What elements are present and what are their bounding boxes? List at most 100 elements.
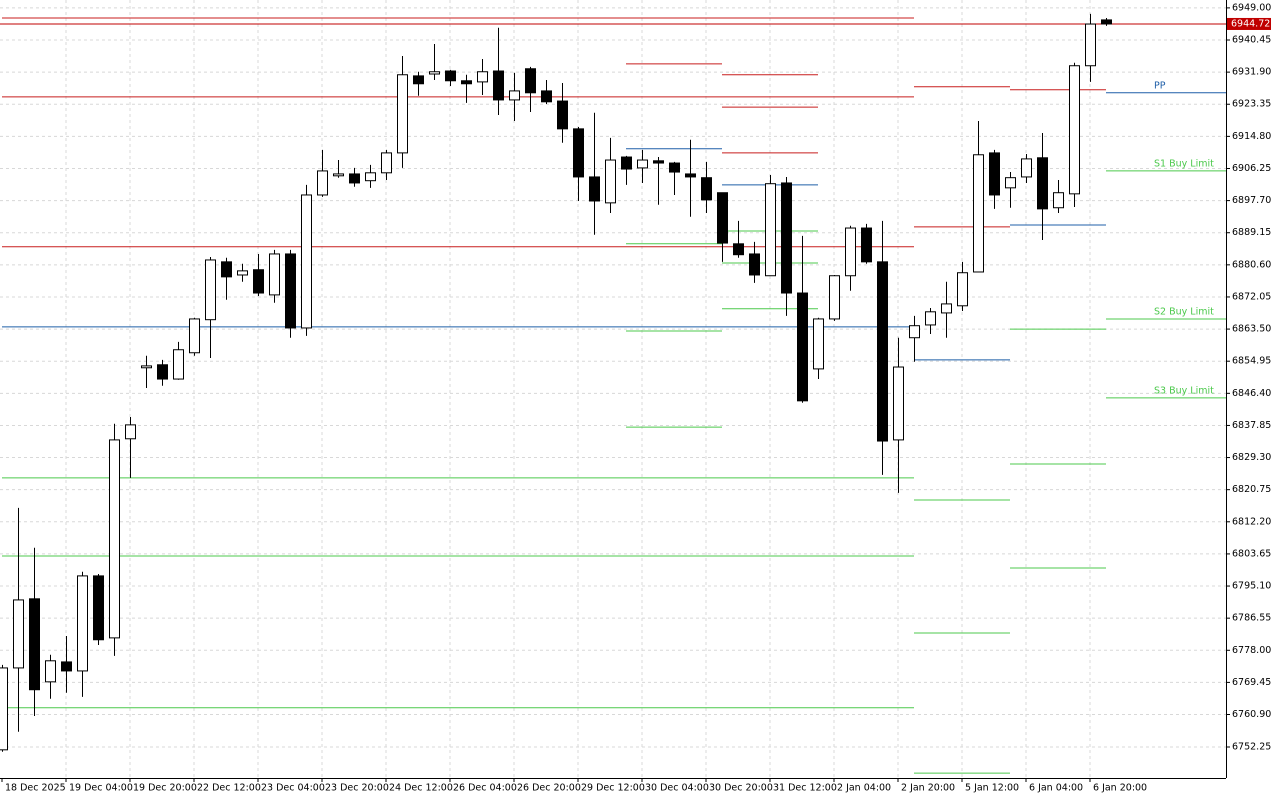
y-tick-label: 6812.20 — [1232, 516, 1271, 527]
candle-body — [1101, 19, 1112, 25]
x-tick-label: 24 Dec 12:00 — [389, 783, 453, 794]
candle-body — [253, 269, 264, 294]
candle-body — [797, 292, 808, 402]
candle-body — [317, 170, 328, 196]
y-tick-label: 6837.85 — [1232, 420, 1271, 431]
x-tick-label: 23 Dec 04:00 — [261, 783, 325, 794]
candle-body — [509, 90, 520, 101]
y-tick-label: 6931.90 — [1232, 67, 1271, 78]
x-tick-label: 18 Dec 2025 — [5, 783, 66, 794]
candle-body — [301, 194, 312, 329]
candle-body — [877, 261, 888, 442]
candle-body — [749, 253, 760, 276]
candle-body — [1085, 23, 1096, 67]
candle-body — [957, 272, 968, 307]
candle-body — [621, 156, 632, 170]
candle-body — [333, 173, 344, 177]
candle-body — [45, 660, 56, 683]
candle-body — [541, 90, 552, 103]
candle-body — [173, 349, 184, 380]
x-tick-label: 2 Jan 20:00 — [901, 783, 955, 794]
y-tick-label: 6752.25 — [1232, 742, 1271, 753]
y-tick-label: 6846.40 — [1232, 388, 1271, 399]
candle-body — [381, 152, 392, 174]
candle-body — [525, 68, 536, 94]
candle-body — [477, 71, 488, 83]
candle-body — [221, 261, 232, 278]
x-tick-label: 23 Dec 20:00 — [325, 783, 389, 794]
candle-body — [941, 303, 952, 314]
candle-body — [573, 128, 584, 178]
x-tick-label: 6 Jan 04:00 — [1029, 783, 1083, 794]
level-label: PP — [1154, 80, 1166, 91]
candle-body — [141, 365, 152, 369]
candle-body — [717, 192, 728, 244]
candle-body — [445, 70, 456, 82]
y-tick-label: 6880.60 — [1232, 259, 1271, 270]
candle-body — [349, 173, 360, 184]
candle-body — [125, 424, 136, 440]
candle-body — [925, 311, 936, 326]
candle-body — [365, 172, 376, 182]
candle-body — [493, 70, 504, 101]
candle-body — [653, 160, 664, 164]
candle-body — [109, 439, 120, 639]
x-tick-label: 2 Jan 04:00 — [837, 783, 891, 794]
x-tick-label: 26 Dec 04:00 — [453, 783, 517, 794]
y-tick-label: 6778.00 — [1232, 645, 1271, 656]
x-tick-label: 19 Dec 04:00 — [69, 783, 133, 794]
x-tick-label: 29 Dec 12:00 — [581, 783, 645, 794]
candle-body — [1053, 192, 1064, 209]
candle-body — [989, 152, 1000, 196]
y-tick-label: 6889.15 — [1232, 227, 1271, 238]
level-label: S1 Buy Limit — [1154, 158, 1214, 169]
y-tick-label: 6872.05 — [1232, 291, 1271, 302]
x-tick-label: 30 Dec 04:00 — [645, 783, 709, 794]
candle-body — [1069, 65, 1080, 195]
candle-body — [845, 227, 856, 277]
candle-body — [205, 259, 216, 321]
candle-body — [909, 325, 920, 339]
x-tick-label: 30 Dec 20:00 — [709, 783, 773, 794]
candle-body — [829, 275, 840, 320]
level-label: S3 Buy Limit — [1154, 385, 1214, 396]
candle-body — [77, 575, 88, 672]
levels: PP S1 Buy Limit S2 Buy Limit S3 Buy Limit — [0, 17, 1226, 774]
candle-body — [29, 598, 40, 691]
y-tick-label: 6829.30 — [1232, 452, 1271, 463]
candle-body — [973, 154, 984, 273]
y-tick-label: 6803.65 — [1232, 548, 1271, 559]
grid — [0, 0, 1226, 778]
y-tick-label: 6769.45 — [1232, 677, 1271, 688]
candle-body — [61, 661, 72, 672]
y-tick-label: 6940.45 — [1232, 35, 1271, 46]
candle-body — [813, 318, 824, 370]
candle-body — [765, 183, 776, 277]
candles — [0, 13, 1112, 752]
candle-body — [429, 71, 440, 75]
candle-body — [669, 162, 680, 173]
y-tick-label: 6914.80 — [1232, 131, 1271, 142]
candle-body — [413, 75, 424, 85]
candle-body — [589, 176, 600, 202]
candle-body — [237, 270, 248, 276]
price-tag-label: 6944.72 — [1231, 18, 1270, 29]
y-tick-label: 6820.75 — [1232, 484, 1271, 495]
candle-body — [733, 243, 744, 256]
candle-body — [189, 318, 200, 354]
y-tick-label: 6863.50 — [1232, 324, 1271, 335]
y-tick-label: 6786.55 — [1232, 613, 1271, 624]
candle-body — [397, 74, 408, 154]
level-label: S2 Buy Limit — [1154, 306, 1214, 317]
x-tick-label: 22 Dec 12:00 — [197, 783, 261, 794]
y-tick-label: 6906.25 — [1232, 163, 1271, 174]
candle-body — [1005, 177, 1016, 189]
candle-body — [461, 80, 472, 85]
candle-body — [1021, 158, 1032, 178]
x-tick-label: 6 Jan 20:00 — [1093, 783, 1147, 794]
candle-body — [637, 159, 648, 169]
candle-body — [93, 575, 104, 641]
